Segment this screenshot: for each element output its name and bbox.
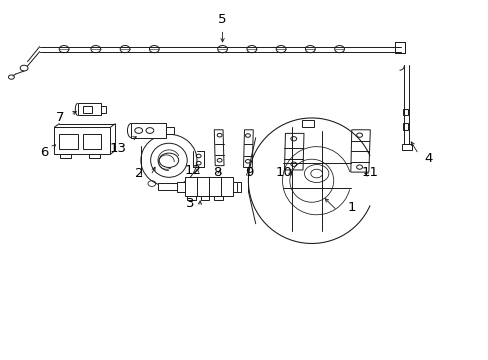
Bar bbox=[82, 106, 92, 113]
Bar bbox=[401, 144, 411, 149]
Text: 11: 11 bbox=[361, 166, 378, 179]
Bar bbox=[54, 127, 110, 154]
Bar bbox=[59, 134, 78, 149]
Text: 7: 7 bbox=[56, 111, 64, 124]
Text: 4: 4 bbox=[423, 152, 431, 165]
Bar bbox=[78, 103, 101, 116]
Text: 10: 10 bbox=[276, 166, 292, 179]
Bar bbox=[89, 154, 100, 158]
Text: 3: 3 bbox=[185, 198, 194, 211]
Bar bbox=[402, 123, 407, 130]
Bar bbox=[232, 182, 240, 192]
Bar bbox=[302, 121, 314, 127]
Bar bbox=[158, 183, 179, 190]
Text: 12: 12 bbox=[184, 164, 202, 177]
Text: 1: 1 bbox=[347, 201, 355, 214]
Bar bbox=[200, 196, 209, 201]
Bar bbox=[60, 154, 71, 158]
Bar bbox=[402, 109, 407, 116]
Text: 13: 13 bbox=[109, 141, 126, 155]
Text: 8: 8 bbox=[213, 166, 222, 179]
Bar bbox=[101, 106, 106, 113]
Text: 9: 9 bbox=[244, 166, 253, 179]
Bar bbox=[131, 123, 166, 138]
Bar bbox=[187, 196, 196, 201]
Bar bbox=[166, 127, 174, 134]
Bar bbox=[184, 177, 232, 196]
Bar bbox=[177, 182, 184, 192]
Text: 6: 6 bbox=[40, 146, 48, 159]
Text: 5: 5 bbox=[218, 13, 226, 26]
Text: 2: 2 bbox=[135, 167, 143, 180]
Bar bbox=[82, 134, 101, 149]
Bar bbox=[214, 196, 223, 201]
Bar bbox=[394, 42, 405, 53]
